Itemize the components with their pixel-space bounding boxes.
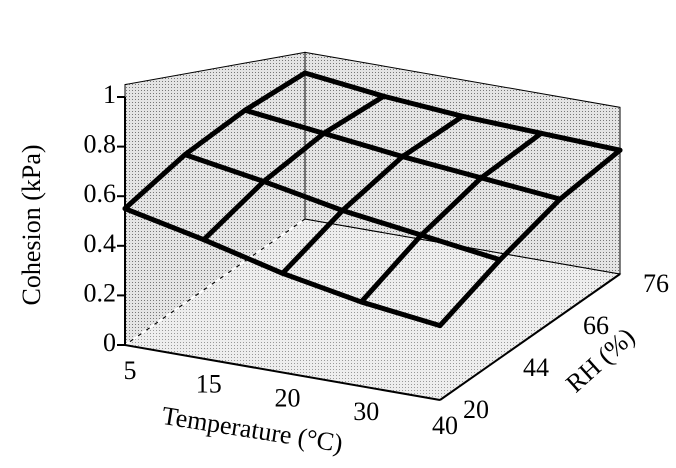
z-tick-label: 0 (103, 328, 116, 357)
y-tick-label: 44 (523, 353, 549, 382)
surface-column (280, 113, 465, 276)
x-tick-label: 40 (432, 411, 458, 440)
x-tick-label: 15 (196, 370, 222, 399)
surface-column (437, 147, 623, 329)
y-tick-label: 76 (643, 269, 669, 298)
z-tick-label: 1 (103, 80, 116, 109)
surface-column (122, 70, 308, 212)
z-tick-label: 0.2 (84, 278, 117, 307)
x-tick-label: 5 (124, 356, 137, 385)
x-tick-label: 20 (275, 383, 301, 412)
y-tick-label: 20 (463, 395, 489, 424)
surface-column (358, 130, 544, 305)
z-axis-label: Cohesion (kPa) (17, 144, 46, 305)
x-tick-label: 30 (353, 397, 379, 426)
x-axis (124, 344, 441, 401)
z-tick-label: 0.8 (84, 130, 117, 159)
surface (122, 70, 623, 329)
x-axis-label: Temperature (°C) (160, 401, 345, 458)
y-axis (439, 273, 621, 401)
floor-diagonal (124, 218, 306, 346)
surface-column (201, 93, 387, 243)
z-tick-label: 0.4 (84, 229, 117, 258)
y-tick-label: 66 (583, 311, 609, 340)
z-tick-label: 0.6 (84, 179, 117, 208)
